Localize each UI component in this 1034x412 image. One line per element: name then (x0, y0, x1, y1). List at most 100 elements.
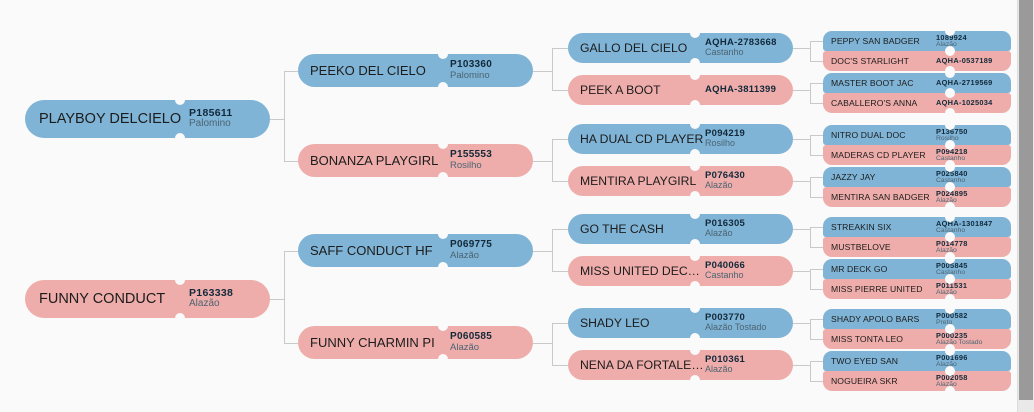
node-notch-bottom (945, 202, 955, 207)
node-notch-top (945, 187, 955, 192)
connector-line-horizontal (552, 90, 568, 91)
pedigree-node[interactable]: MADERAS CD PLAYER P094218 Castanho (823, 145, 1011, 165)
node-notch-bottom (690, 191, 700, 196)
node-coat-color: Rosilho (450, 159, 482, 171)
node-meta: P014778 Alazão (936, 240, 1003, 255)
connector-line-horizontal (270, 119, 284, 120)
pedigree-node[interactable]: PEEK A BOOT AQHA-3811399 (568, 75, 793, 105)
pedigree-node[interactable]: STREAKIN SIX AQHA-1301847 Castanho (823, 217, 1011, 237)
node-registration: P002058 (936, 373, 968, 382)
node-registration: P094218 (936, 147, 968, 156)
pedigree-node[interactable]: MENTIRA PLAYGIRL P076430 Alazão (568, 166, 793, 196)
pedigree-node[interactable]: MUSTBELOVE P014778 Alazão (823, 237, 1011, 257)
node-coat-color: Palomino (189, 118, 231, 130)
node-notch-bottom (438, 172, 448, 177)
connector-line-horizontal (552, 323, 568, 324)
connector-line-horizontal (810, 41, 823, 42)
node-notch-top (175, 100, 185, 105)
pedigree-node[interactable]: MASTER BOOT JAC AQHA-2719569 (823, 73, 1011, 93)
node-coat-color: Alazão (936, 289, 957, 297)
node-meta: P155553 Rosilho (450, 150, 521, 170)
node-name: PEEK A BOOT (580, 83, 661, 97)
connector-line-horizontal (533, 342, 552, 344)
pedigree-node[interactable]: JAZZY JAY P025840 Castanho (823, 167, 1011, 187)
node-registration: AQHA-1025034 (936, 99, 993, 107)
pedigree-node[interactable]: GALLO DEL CIELO AQHA-2783668 Castanho (568, 33, 793, 63)
node-name: MENTIRA PLAYGIRL (580, 174, 697, 188)
pedigree-node[interactable]: GO THE CASH P016305 Alazão (568, 214, 793, 244)
node-notch-bottom (945, 344, 955, 349)
pedigree-node[interactable]: MISS PIERRE UNITED P011531 Alazão (823, 279, 1011, 299)
pedigree-node[interactable]: HA DUAL CD PLAYER P094219 Rosilho (568, 124, 793, 154)
pedigree-node[interactable]: DOC'S STARLIGHT AQHA-0537189 (823, 51, 1011, 71)
connector-line-horizontal (270, 299, 284, 300)
node-notch-bottom (945, 160, 955, 165)
node-registration: P001696 (936, 353, 968, 362)
connector-line-horizontal (793, 181, 810, 182)
pedigree-node[interactable]: PEEKO DEL CIELO P103360 Palomino (298, 54, 533, 87)
vertical-scrollbar-thumb[interactable] (1019, 0, 1033, 400)
node-meta: AQHA-2783668 Castanho (705, 38, 781, 57)
pedigree-node[interactable]: SHADY LEO P003770 Alazão Tostado (568, 308, 793, 338)
node-meta: P163338 Alazão (189, 288, 256, 310)
pedigree-node[interactable]: NOGUEIRA SKR P002058 Alazão (823, 371, 1011, 391)
pedigree-node[interactable]: FUNNY CONDUCT P163338 Alazão (25, 280, 270, 318)
node-notch-bottom (690, 375, 700, 380)
pedigree-node[interactable]: TWO EYED SAN P001696 Alazão (823, 351, 1011, 371)
connector-line-horizontal (810, 83, 823, 84)
node-notch-bottom (945, 182, 955, 187)
node-name: STREAKIN SIX (831, 222, 892, 232)
connector-line-horizontal (810, 319, 823, 320)
pedigree-node[interactable]: SHADY APOLO BARS P000582 Preto (823, 309, 1011, 329)
pedigree-node[interactable]: MR DECK GO P005845 Castanho (823, 259, 1011, 279)
pedigree-node[interactable]: FUNNY CHARMIN PI P060585 Alazão (298, 326, 533, 359)
connector-line-horizontal (810, 61, 823, 62)
node-notch-bottom (945, 232, 955, 237)
pedigree-node[interactable]: BONANZA PLAYGIRL P155553 Rosilho (298, 144, 533, 177)
node-name: PLAYBOY DELCIELO (39, 111, 182, 127)
pedigree-node[interactable]: MENTIRA SAN BADGER P024895 Alazão (823, 187, 1011, 207)
node-registration: P016305 (705, 219, 746, 230)
pedigree-node[interactable]: MISS TONTA LEO P000235 Alazão Tostado (823, 329, 1011, 349)
pedigree-node[interactable]: PEPPY SAN BADGER 1089924 Alazão (823, 31, 1011, 51)
node-name: GALLO DEL CIELO (580, 41, 688, 55)
node-name: MR DECK GO (831, 264, 888, 274)
node-name: PEEKO DEL CIELO (310, 63, 426, 78)
connector-line-horizontal (533, 160, 552, 162)
node-meta: AQHA-3811399 (705, 85, 781, 95)
node-meta: AQHA-0537189 (936, 57, 1003, 65)
node-notch-bottom (690, 281, 700, 286)
pedigree-node[interactable]: PLAYBOY DELCIELO P185611 Palomino (25, 100, 270, 138)
pedigree-node[interactable]: SAFF CONDUCT HF P069775 Alazão (298, 234, 533, 267)
node-meta: P016305 Alazão (705, 219, 781, 238)
pedigree-node[interactable]: NITRO DUAL DOC P136750 Rosilho (823, 125, 1011, 145)
node-notch-bottom (945, 88, 955, 93)
node-notch-bottom (945, 252, 955, 257)
connector-line-horizontal (552, 271, 568, 272)
node-notch-top (438, 144, 448, 149)
node-meta: P069775 Alazão (450, 240, 521, 260)
connector-line-vertical (810, 177, 811, 197)
node-notch-top (945, 351, 955, 356)
connector-line-horizontal (552, 48, 568, 49)
connector-line-horizontal (284, 160, 298, 162)
node-meta: P002058 Alazão (936, 374, 1003, 389)
node-coat-color: Preto (936, 319, 953, 327)
vertical-scrollbar-track[interactable] (1017, 0, 1034, 412)
node-registration: P185611 (189, 108, 233, 120)
pedigree-node[interactable]: MISS UNITED DECKGO P040066 Castanho (568, 256, 793, 286)
pedigree-node[interactable]: NENA DA FORTALEZA P010361 Alazão (568, 350, 793, 380)
node-registration: P005845 (936, 261, 968, 270)
node-name: NENA DA FORTALEZA (580, 358, 705, 372)
connector-line-vertical (810, 41, 811, 61)
connector-line-horizontal (552, 229, 568, 230)
pedigree-node[interactable]: CABALLERO'S ANNA AQHA-1025034 (823, 93, 1011, 113)
node-meta: P000582 Preto (936, 312, 1003, 327)
node-registration: P025840 (936, 169, 968, 178)
connector-line-vertical (552, 229, 553, 271)
node-notch-top (690, 256, 700, 261)
node-registration: P060585 (450, 332, 493, 343)
node-notch-bottom (945, 294, 955, 299)
node-notch-top (690, 33, 700, 38)
